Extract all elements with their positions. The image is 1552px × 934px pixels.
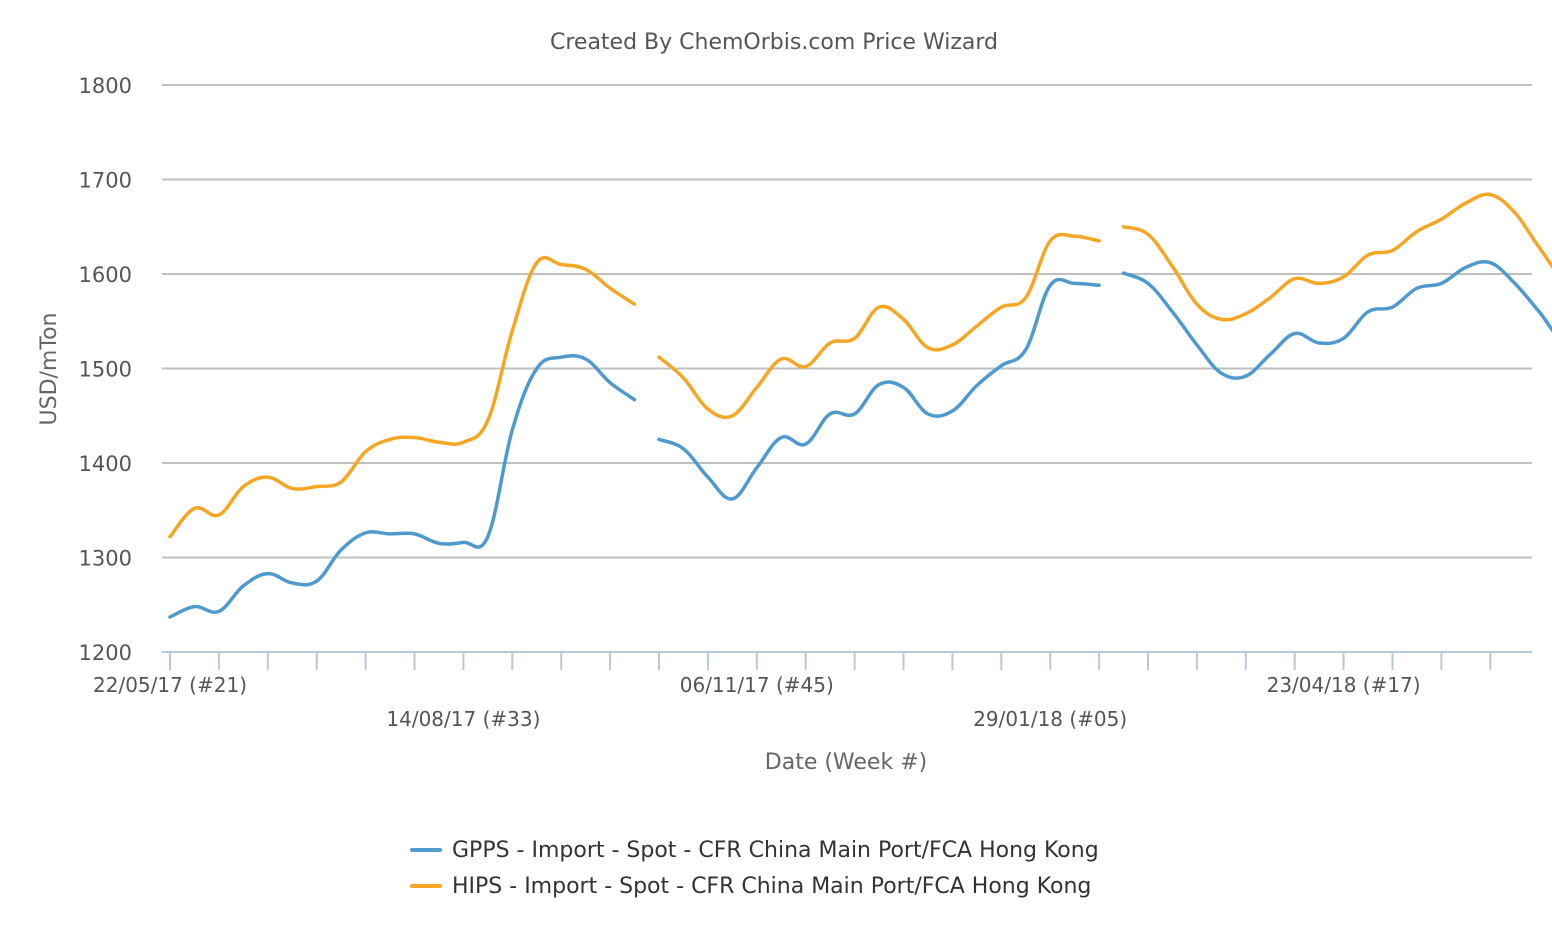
series-gpps xyxy=(170,262,1552,617)
x-tick-labels: 22/05/17 (#21) 14/08/17 (#33) 06/11/17 (#4… xyxy=(93,673,1552,731)
legend-swatch-gpps xyxy=(410,848,442,852)
x-tick-label: 23/04/18 (#17) xyxy=(1267,673,1421,697)
x-axis xyxy=(162,652,1532,670)
y-tick-labels: 1200 1300 1400 1500 1600 1700 1800 xyxy=(79,74,132,665)
x-tick-label: 29/01/18 (#05) xyxy=(973,707,1127,731)
y-tick-label: 1200 xyxy=(79,641,132,665)
series-line-segment xyxy=(659,234,1099,417)
x-tick-label: 22/05/17 (#21) xyxy=(93,673,247,697)
series-layer xyxy=(170,194,1552,617)
series-line-segment xyxy=(170,258,635,537)
y-tick-label: 1700 xyxy=(79,169,132,193)
series-line-segment xyxy=(659,279,1099,499)
legend: GPPS - Import - Spot - CFR China Main Po… xyxy=(410,832,1099,904)
y-tick-label: 1400 xyxy=(79,452,132,476)
series-line-segment xyxy=(1124,194,1552,320)
legend-label-hips: HIPS - Import - Spot - CFR China Main Po… xyxy=(452,874,1091,899)
series-hips xyxy=(170,194,1552,536)
y-tick-label: 1300 xyxy=(79,547,132,571)
y-tick-label: 1600 xyxy=(79,263,132,287)
legend-item-gpps[interactable]: GPPS - Import - Spot - CFR China Main Po… xyxy=(410,832,1099,868)
legend-item-hips[interactable]: HIPS - Import - Spot - CFR China Main Po… xyxy=(410,868,1099,904)
y-grid xyxy=(162,85,1532,558)
legend-swatch-hips xyxy=(410,884,442,888)
x-tick-label: 06/11/17 (#45) xyxy=(680,673,834,697)
y-tick-label: 1500 xyxy=(79,358,132,382)
series-line-segment xyxy=(170,356,635,617)
legend-label-gpps: GPPS - Import - Spot - CFR China Main Po… xyxy=(452,838,1099,863)
chart-title: Created By ChemOrbis.com Price Wizard xyxy=(550,30,998,55)
x-tick-label: 14/08/17 (#33) xyxy=(386,707,540,731)
x-axis-title: Date (Week #) xyxy=(765,750,927,775)
y-axis-title: USD/mTon xyxy=(37,313,62,426)
y-tick-label: 1800 xyxy=(79,74,132,98)
